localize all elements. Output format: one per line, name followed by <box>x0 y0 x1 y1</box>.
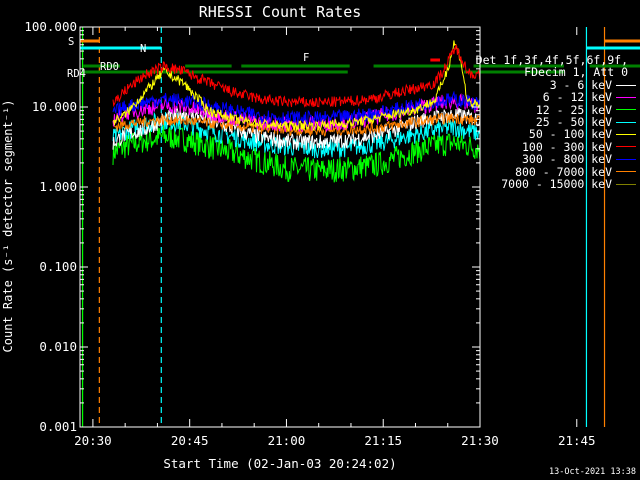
legend-entry: 7000 - 15000 keV <box>470 178 636 190</box>
annotation-layer: S N RD0 RD4 F <box>67 36 309 80</box>
legend-swatch <box>616 146 636 148</box>
annotation-f: F <box>303 52 309 64</box>
legend-entry: 12 - 25 keV <box>470 102 636 117</box>
series-line <box>112 112 480 138</box>
legend-header-line1: Det 1f,3f,4f,5f,6f,9f, <box>475 53 628 67</box>
annotation-rd0: RD0 <box>100 61 119 73</box>
y-tick-label: 100.000 <box>24 19 77 34</box>
legend-swatch <box>616 121 636 123</box>
series-line <box>112 106 480 152</box>
footer-timestamp: 13-Oct-2021 13:38 <box>549 467 636 477</box>
legend-entry: 25 - 50 keV <box>470 116 636 128</box>
series-line <box>112 44 480 108</box>
series-line <box>112 124 480 183</box>
legend-rows: 3 - 6 keV 6 - 12 keV 12 - 25 keV 25 - 50 ke… <box>470 77 636 190</box>
annotation-n: N <box>140 43 146 55</box>
series-line <box>112 40 480 132</box>
legend-swatch <box>616 183 636 185</box>
legend-entry: 6 - 12 keV <box>470 90 636 105</box>
legend-entry: 300 - 800 keV <box>470 152 636 167</box>
legend-swatch <box>616 84 636 86</box>
legend-swatch <box>616 109 636 111</box>
legend-entry-label: 6 - 12 keV <box>542 90 612 105</box>
x-tick-label: 20:45 <box>171 433 209 448</box>
y-tick-label: 1.000 <box>39 179 77 194</box>
x-tick-label: 21:15 <box>364 433 402 448</box>
legend-entry-label: 100 - 300 keV <box>521 139 612 154</box>
chart-title: RHESSI Count Rates <box>199 3 362 21</box>
legend-entry-label: 50 - 100 keV <box>528 127 612 142</box>
legend-entry: 800 - 7000 keV <box>470 164 636 179</box>
series-layer <box>112 40 480 183</box>
x-tick-label: 21:00 <box>268 433 306 448</box>
legend-entry: 50 - 100 keV <box>470 127 636 142</box>
legend-swatch <box>616 96 636 98</box>
legend-entry-label: 25 - 50 keV <box>535 114 612 129</box>
legend-entry-label: 3 - 6 keV <box>549 77 612 92</box>
legend-entry-label: 7000 - 15000 keV <box>501 176 612 191</box>
legend-header-line2: FDecim 1, Att 0 <box>524 65 628 80</box>
legend-swatch <box>616 158 636 160</box>
annotation-rd4: RD4 <box>67 68 86 80</box>
y-axis-ticks: 0.001 0.010 0.100 1.000 10.000 100.000 <box>24 19 480 434</box>
plot-frame <box>79 26 481 428</box>
annotation-s: S <box>68 36 74 48</box>
legend-entry: 3 - 6 keV <box>470 77 636 92</box>
legend-entry-label: 800 - 7000 keV <box>515 164 612 179</box>
legend-swatch <box>616 171 636 173</box>
x-axis-label: Start Time (02-Jan-03 20:24:02) <box>163 456 396 471</box>
y-tick-label: 10.000 <box>32 99 77 114</box>
legend: Det 1f,3f,4f,5f,6f,9f, FDecim 1, Att 0 3… <box>470 54 636 190</box>
legend-entry: 100 - 300 keV <box>470 139 636 154</box>
x-tick-label: 21:45 <box>558 433 596 448</box>
series-line <box>112 111 480 159</box>
y-tick-label: 0.100 <box>39 259 77 274</box>
y-axis-label: Count Rate (s⁻¹ detector segment⁻¹) <box>1 100 15 353</box>
x-tick-label: 21:30 <box>461 433 499 448</box>
legend-entry-label: 12 - 25 keV <box>535 102 612 117</box>
legend-swatch <box>616 134 636 136</box>
overlay-markers <box>80 27 640 427</box>
x-tick-label: 20:30 <box>74 433 112 448</box>
legend-entry-label: 300 - 800 keV <box>521 152 612 167</box>
y-tick-label: 0.001 <box>39 419 77 434</box>
y-tick-label: 0.010 <box>39 339 77 354</box>
series-line <box>112 93 480 133</box>
